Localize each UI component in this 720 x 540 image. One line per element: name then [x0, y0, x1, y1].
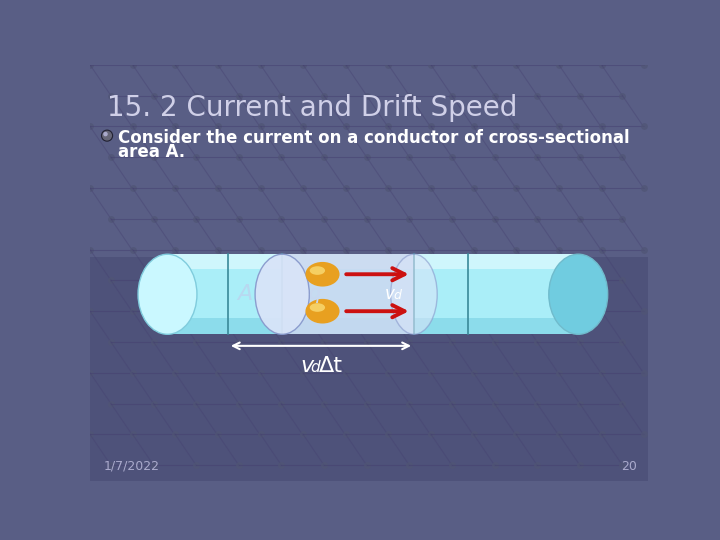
Circle shape [104, 132, 107, 136]
Ellipse shape [255, 254, 310, 334]
Circle shape [102, 130, 112, 141]
Text: A: A [238, 284, 253, 304]
Ellipse shape [305, 262, 340, 287]
Text: d: d [393, 289, 401, 302]
Ellipse shape [310, 303, 325, 312]
Bar [168, 254, 578, 269]
Ellipse shape [310, 266, 325, 275]
Text: area A.: area A. [118, 143, 185, 160]
Bar [282, 254, 414, 334]
Text: 20: 20 [621, 460, 637, 473]
Ellipse shape [391, 254, 437, 334]
Text: v: v [301, 356, 314, 376]
Text: Consider the current on a conductor of cross-sectional: Consider the current on a conductor of c… [118, 129, 629, 147]
Circle shape [103, 131, 112, 140]
Ellipse shape [138, 254, 197, 334]
Text: v: v [384, 285, 395, 303]
Text: Δt: Δt [319, 356, 343, 376]
Bar [168, 254, 578, 334]
Ellipse shape [549, 254, 608, 334]
Ellipse shape [305, 299, 340, 323]
Bar [168, 318, 578, 334]
Bar [90, 257, 648, 481]
Text: d: d [310, 360, 320, 375]
Text: 1/7/2022: 1/7/2022 [104, 460, 160, 473]
Text: 15. 2 Current and Drift Speed: 15. 2 Current and Drift Speed [107, 94, 518, 122]
Text: q: q [309, 284, 321, 303]
